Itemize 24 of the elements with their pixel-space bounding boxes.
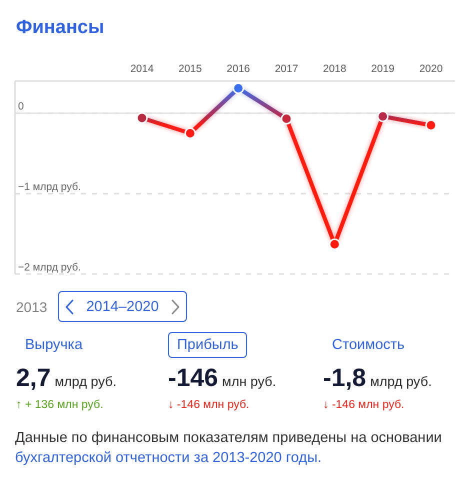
text: Данные по финансовым показателям приведены на основании	[15, 430, 442, 446]
tab-button: Прибыль	[168, 332, 248, 358]
text: ↓ -146 млн руб.	[323, 398, 404, 412]
text: 2013	[16, 298, 48, 316]
x-tick-label: 2020	[419, 63, 443, 75]
text: -146 млн руб.	[168, 364, 276, 392]
x-tick-label: 2016	[226, 63, 250, 75]
x-tick-label: 2019	[371, 63, 395, 75]
x-tick-label: 2018	[322, 63, 347, 75]
year-range-button: 2014–2020	[58, 291, 187, 322]
text: -1,8 млрд руб.	[323, 364, 432, 392]
y-tick-label: −2 млрд руб.	[18, 262, 81, 274]
text: ↑ + 136 млн руб.	[16, 398, 104, 412]
x-tick-label: 2014	[130, 63, 154, 75]
x-tick-label: 2017	[274, 63, 298, 75]
x-tick-label: 2015	[178, 63, 202, 75]
text: 2,7 млрд руб.	[16, 364, 116, 392]
text: ↓ -146 млн руб.	[168, 398, 250, 412]
text: Выручка	[24, 336, 84, 355]
y-tick-label: 0	[18, 100, 24, 113]
text: бухгалтерской отчетности за 2013-2020 годы.	[15, 450, 322, 466]
y-tick-label: −1 млрд руб.	[18, 181, 81, 194]
text: Стоимость	[331, 336, 406, 355]
chart-title: Финансы	[16, 16, 104, 40]
